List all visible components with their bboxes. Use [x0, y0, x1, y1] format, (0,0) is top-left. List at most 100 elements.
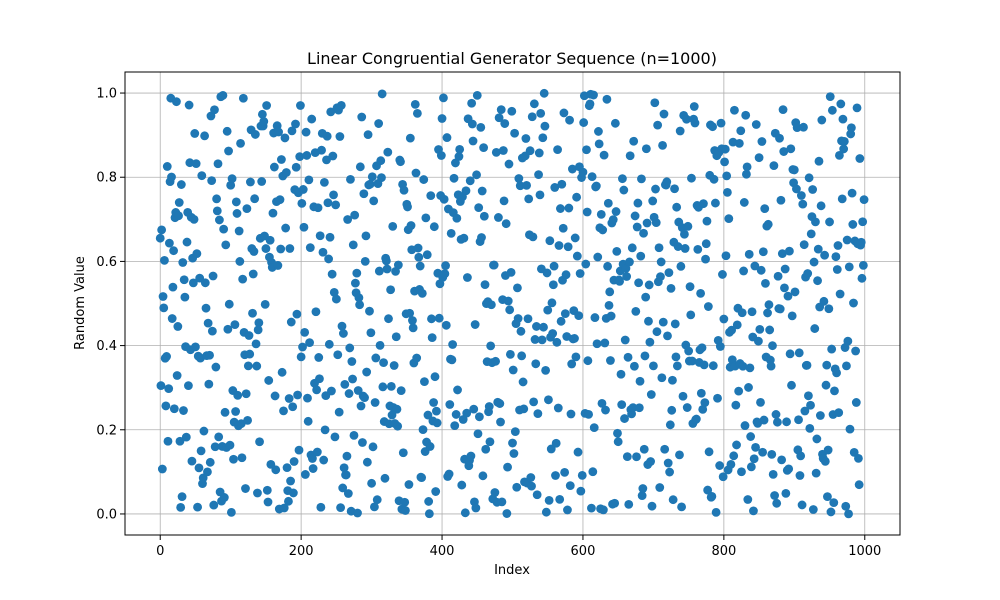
data-point — [507, 106, 517, 116]
data-point — [242, 204, 252, 214]
data-point — [250, 130, 260, 139]
data-point — [205, 350, 214, 360]
data-point — [423, 410, 433, 420]
data-point — [274, 127, 283, 137]
data-point — [779, 147, 789, 156]
data-point — [345, 343, 355, 353]
data-point — [378, 382, 388, 392]
data-point — [773, 417, 782, 427]
data-point — [777, 455, 787, 465]
data-point — [431, 487, 441, 496]
data-point — [602, 94, 612, 104]
data-point — [451, 410, 461, 419]
data-point — [702, 216, 712, 226]
data-point — [764, 300, 774, 310]
data-point — [265, 235, 275, 245]
data-point — [761, 279, 770, 288]
data-point — [391, 332, 401, 342]
data-point — [225, 440, 235, 450]
data-point — [337, 321, 347, 331]
data-point — [362, 367, 372, 377]
data-point — [716, 118, 726, 128]
data-point — [354, 293, 364, 303]
data-point — [430, 372, 440, 382]
data-point — [358, 438, 367, 447]
data-point — [192, 249, 202, 259]
data-point — [179, 406, 188, 415]
data-point — [504, 159, 514, 169]
data-point — [567, 359, 577, 369]
data-point — [556, 316, 566, 326]
data-point — [231, 197, 241, 207]
data-point — [174, 211, 183, 221]
data-point — [245, 349, 255, 359]
data-point — [785, 349, 795, 359]
data-point — [424, 497, 434, 506]
data-point — [222, 126, 232, 136]
data-point — [470, 320, 480, 329]
data-point — [465, 176, 475, 186]
data-point — [529, 397, 539, 407]
data-point — [387, 410, 397, 420]
data-point — [856, 237, 866, 247]
data-point — [566, 409, 576, 419]
data-point — [181, 432, 191, 442]
data-point — [599, 150, 609, 160]
data-point — [305, 243, 315, 253]
data-point — [854, 480, 864, 490]
data-point — [415, 261, 425, 271]
data-point — [622, 272, 632, 281]
data-point — [432, 406, 441, 416]
data-point — [858, 217, 868, 227]
data-point — [448, 340, 458, 349]
data-point — [215, 215, 224, 225]
data-point — [588, 467, 598, 477]
data-point — [754, 153, 764, 163]
data-point — [848, 220, 858, 229]
data-point — [768, 469, 778, 479]
data-point — [437, 114, 447, 123]
data-points — [155, 88, 869, 519]
data-point — [644, 280, 654, 290]
data-point — [336, 100, 346, 110]
data-point — [559, 108, 569, 118]
y-tick-label: 0.0 — [96, 507, 117, 522]
data-point — [724, 214, 734, 223]
data-point — [399, 185, 409, 195]
data-point — [403, 202, 412, 212]
data-point — [432, 418, 442, 428]
data-point — [355, 300, 365, 310]
data-point — [209, 500, 219, 510]
data-point — [514, 174, 524, 183]
data-point — [557, 179, 567, 189]
data-point — [334, 407, 344, 417]
data-point — [527, 481, 536, 491]
data-point — [835, 150, 844, 160]
data-point — [673, 242, 683, 251]
data-point — [680, 229, 689, 239]
data-point — [299, 222, 309, 232]
data-point — [766, 361, 776, 371]
data-point — [849, 298, 858, 308]
data-point — [297, 198, 307, 208]
data-point — [560, 309, 570, 319]
data-point — [372, 495, 382, 505]
data-point — [796, 451, 806, 461]
data-point — [307, 114, 317, 124]
data-point — [268, 208, 278, 218]
data-point — [324, 254, 334, 264]
data-point — [811, 468, 821, 478]
data-point — [471, 503, 481, 513]
data-point — [743, 495, 753, 504]
data-point — [427, 314, 436, 324]
data-point — [658, 140, 667, 150]
data-point — [670, 184, 679, 194]
data-point — [664, 268, 674, 277]
data-point — [620, 335, 630, 345]
data-point — [396, 386, 406, 396]
data-point — [347, 357, 357, 366]
data-point — [275, 195, 285, 205]
data-point — [632, 452, 641, 462]
data-point — [633, 198, 643, 208]
data-point — [540, 121, 550, 131]
